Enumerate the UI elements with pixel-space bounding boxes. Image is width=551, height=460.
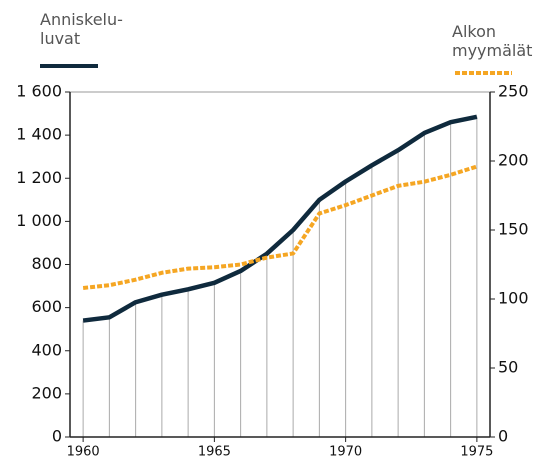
y-tick-label: 600	[31, 297, 62, 316]
series-line	[82, 164, 478, 290]
y2-tick-label: 200	[498, 151, 529, 170]
x-tick-label: 1975	[460, 445, 493, 460]
legend-label: Alkon myymälät	[452, 22, 533, 60]
y2-tick-label: 50	[498, 358, 518, 377]
y-tick-label: 200	[31, 383, 62, 402]
y-tick-label: 1 600	[16, 82, 62, 101]
y2-tick-label: 150	[498, 220, 529, 239]
y-tick-label: 1 400	[16, 125, 62, 144]
y-tick-label: 800	[31, 254, 62, 273]
plot-frame	[69, 91, 491, 438]
y-tick-label: 1 200	[16, 168, 62, 187]
y-tick-label: 400	[31, 340, 62, 359]
y2-tick-label: 250	[498, 82, 529, 101]
series-line	[82, 114, 478, 323]
x-tick-label: 1970	[329, 445, 362, 460]
y2-tick-label: 0	[498, 427, 508, 446]
y-tick-label: 1 000	[16, 211, 62, 230]
x-tick-label: 1960	[67, 445, 100, 460]
y-tick-label: 0	[52, 427, 62, 446]
legend-label: Anniskelu- luvat	[40, 10, 123, 48]
x-tick-label: 1965	[198, 445, 231, 460]
y2-tick-label: 100	[498, 289, 529, 308]
